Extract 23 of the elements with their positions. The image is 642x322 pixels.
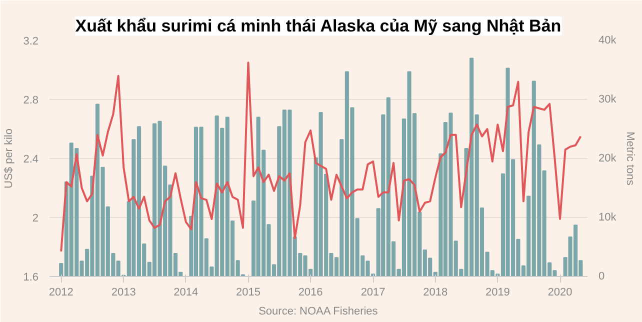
y2-tick-label: 30k: [598, 94, 617, 106]
x-tick-label: 2013: [111, 286, 136, 298]
x-tick-label: 2017: [360, 286, 386, 298]
x-tick-label: 2016: [298, 286, 323, 298]
y-tick-label: 3.2: [23, 36, 39, 48]
x-tick-label: 2014: [174, 286, 198, 298]
x-tick-label: 2015: [236, 286, 260, 298]
y2-axis-title: Metric tons: [624, 132, 636, 186]
x-tick-label: 2018: [423, 286, 448, 298]
chart-title: Xuất khẩu surimi cá minh thái Alaska của Mỹ sang Nhật Bản: [75, 16, 562, 36]
x-tick-label: 2012: [48, 286, 74, 298]
y-tick-label: 2.4: [23, 154, 39, 166]
y2-tick-label: 20k: [598, 152, 617, 164]
source-note: Source: NOAA Fisheries: [258, 306, 378, 318]
y-axis-title: US$ per kilo: [3, 128, 16, 188]
x-tick-label: 2020: [548, 286, 572, 298]
x-tick-label: 2019: [485, 286, 510, 298]
y2-tick-label: 10k: [598, 212, 617, 224]
y2-tick-label: 40k: [598, 34, 617, 46]
y-tick-label: 2: [32, 212, 39, 224]
y-tick-label: 1.6: [23, 272, 39, 284]
y2-tick-label: 0: [598, 270, 605, 282]
y-tick-label: 2.8: [23, 94, 39, 106]
